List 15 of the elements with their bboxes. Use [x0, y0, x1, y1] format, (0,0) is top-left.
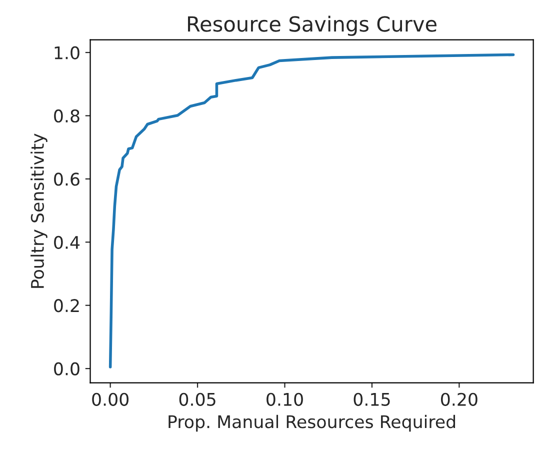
y-tick-label: 0.2 — [54, 299, 79, 312]
x-tick-label: 0.10 — [266, 392, 303, 406]
chart-title: Resource Savings Curve — [188, 16, 436, 36]
y-tick-label: 0.0 — [54, 362, 80, 376]
x-tick-label: 0.20 — [441, 392, 478, 406]
y-tick-label: 0.8 — [54, 109, 80, 123]
y-axis-title: Poultry Sensitivity — [30, 134, 48, 288]
x-tick-label: 0.00 — [92, 392, 128, 406]
y-tick-label: 0.4 — [54, 236, 80, 249]
x-tick-label: 0.15 — [354, 392, 390, 406]
x-tick-label: 0.05 — [179, 392, 216, 406]
line-series — [108, 53, 515, 368]
y-tick-label: 0.6 — [54, 172, 80, 186]
x-axis-title: Prop. Manual Resources Required — [168, 414, 456, 432]
y-tick-label: 1.0 — [54, 46, 80, 60]
